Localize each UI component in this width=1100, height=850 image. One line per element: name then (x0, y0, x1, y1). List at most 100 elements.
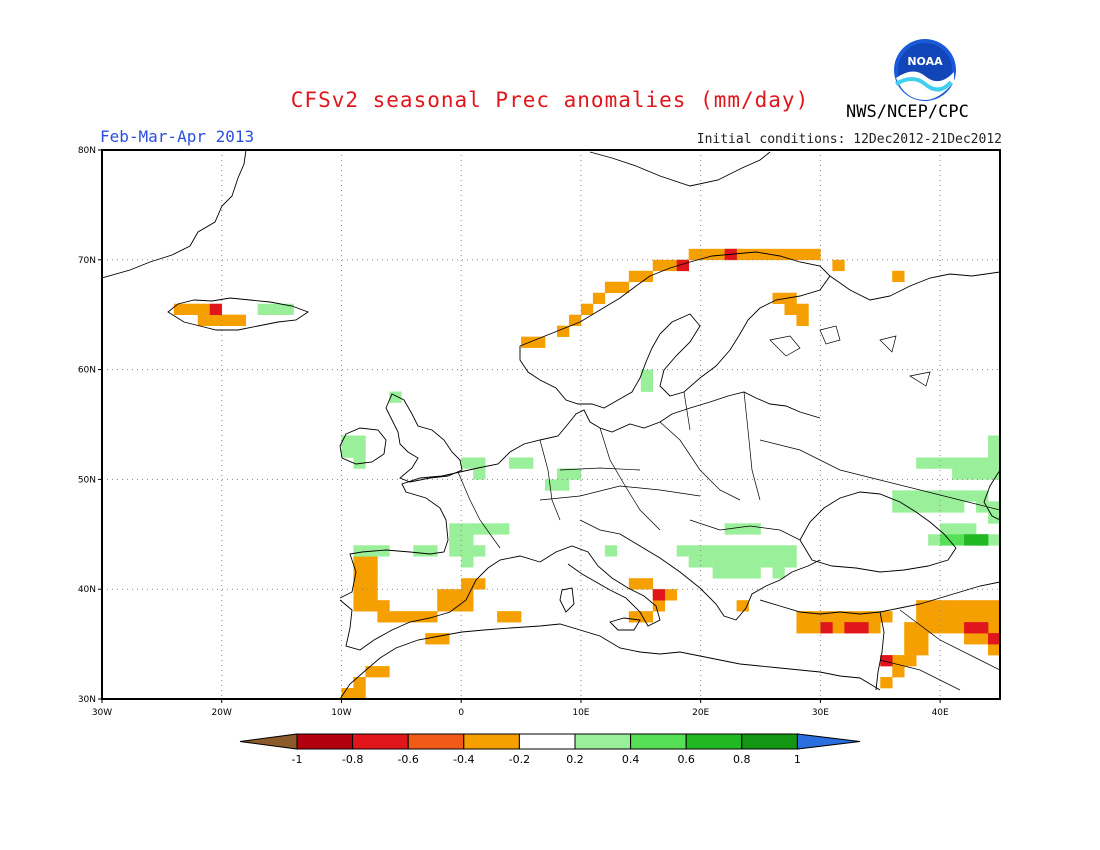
anomaly-cell (952, 523, 965, 535)
anomaly-cell (928, 501, 941, 513)
anomaly-cell (568, 314, 582, 326)
anomaly-cell (365, 556, 378, 568)
anomaly-cell (940, 457, 953, 469)
anomaly-cell (772, 567, 785, 579)
anomaly-cell (365, 578, 378, 590)
anomaly-cell (592, 292, 606, 305)
anomaly-cell (736, 248, 749, 261)
chart-title: CFSv2 seasonal Prec anomalies (mm/day) (290, 88, 810, 112)
anomaly-cell (832, 259, 845, 272)
anomaly-cell (892, 270, 905, 283)
anomaly-cell (700, 556, 713, 568)
colorbar-box (296, 733, 354, 750)
anomaly-cell (724, 567, 737, 579)
anomaly-cell (952, 611, 965, 623)
anomaly-cell (832, 622, 845, 634)
anomaly-cell (940, 501, 953, 513)
anomaly-cell (880, 611, 893, 623)
anomaly-cell (796, 314, 809, 326)
anomaly-cell (928, 534, 941, 546)
anomaly-cell (868, 622, 881, 634)
anomaly-cell (736, 556, 749, 568)
noaa-logo: NOAA (894, 39, 956, 101)
colorbar-label: -0.6 (397, 753, 418, 766)
colorbar-label: -0.2 (509, 753, 530, 766)
anomaly-cell (449, 523, 462, 535)
anomaly-cell (568, 468, 582, 480)
anomaly-cell (844, 622, 857, 634)
colorbar-arrow-low (239, 733, 298, 750)
lon-tick-label: 10E (572, 708, 589, 718)
anomaly-cell (796, 622, 809, 634)
coastlines (102, 150, 1000, 699)
anomaly-cell (904, 501, 917, 513)
anomaly-cell (784, 556, 797, 568)
anomaly-cell (904, 622, 917, 634)
anomaly-cell (712, 567, 725, 579)
anomaly-cell (521, 336, 534, 348)
anomaly-cell (353, 545, 366, 557)
anomaly-cell (928, 600, 941, 612)
sardinia-coast (559, 587, 575, 613)
anomaly-cell (844, 611, 857, 623)
lat-tick-label: 80N (78, 146, 96, 156)
anomaly-cell (748, 523, 761, 535)
anomaly-cell (604, 281, 618, 294)
anomaly-cell (497, 523, 510, 535)
anomaly-cell (976, 501, 989, 513)
anomaly-cell (772, 248, 785, 261)
anomaly-cell (353, 435, 366, 447)
anomaly-cell (341, 446, 354, 458)
anomaly-cell (461, 556, 474, 568)
anomaly-cell (425, 633, 438, 645)
colorbar-label: 1 (794, 753, 801, 766)
anomaly-cell (916, 600, 929, 612)
anomaly-cell (353, 688, 366, 699)
anomaly-cell (497, 611, 510, 623)
anomaly-cell (760, 248, 773, 261)
anomaly-cell (964, 490, 977, 502)
anomaly-cell (449, 545, 462, 557)
anomaly-cell (796, 303, 809, 315)
anomaly-cell (377, 611, 390, 623)
anomaly-cell (341, 688, 354, 699)
lat-tick-label: 40N (78, 585, 96, 595)
anomaly-cell (353, 589, 366, 601)
lakes (769, 325, 931, 387)
anomaly-cell (173, 303, 187, 315)
colorbar-box (407, 733, 465, 750)
svalbard-coast (589, 151, 771, 187)
colorbar-label: -0.8 (342, 753, 363, 766)
agency-label: NWS/NCEP/CPC (846, 102, 969, 122)
colorbar-label: 0.8 (733, 753, 751, 766)
anomaly-cell (964, 622, 977, 634)
anomaly-cell (473, 457, 486, 469)
anomaly-cell (640, 380, 654, 392)
anomaly-cell (916, 622, 929, 634)
anomaly-cell (281, 303, 294, 315)
anomaly-cell (652, 600, 666, 612)
anomaly-cell (209, 303, 223, 315)
anomaly-cell (928, 457, 941, 469)
anomaly-cell (856, 622, 869, 634)
anomaly-cell (185, 303, 199, 315)
anomaly-cell (988, 435, 1000, 447)
anomaly-cell (976, 468, 989, 480)
anomaly-cell (353, 556, 366, 568)
country-borders (457, 391, 1000, 691)
lat-tick-label: 60N (78, 366, 96, 376)
axis-ticks: 30W 20W 10W 0 10E 20E 30E 40E 80N 70N 60N 50N 40N 30N (78, 146, 949, 718)
anomaly-cell (365, 600, 378, 612)
anomaly-cell (221, 314, 235, 326)
anomaly-cell (401, 611, 414, 623)
anomaly-cell (353, 446, 366, 458)
anomaly-cell (197, 314, 211, 326)
balkans-coast (619, 533, 821, 621)
anomaly-cell (640, 611, 654, 623)
sicily-coast (609, 617, 641, 631)
anomaly-cell (628, 611, 642, 623)
lon-tick-label: 30E (812, 708, 829, 718)
anomaly-cell (988, 633, 1000, 645)
anomaly-cell (724, 523, 737, 535)
anomaly-cell (545, 479, 558, 491)
